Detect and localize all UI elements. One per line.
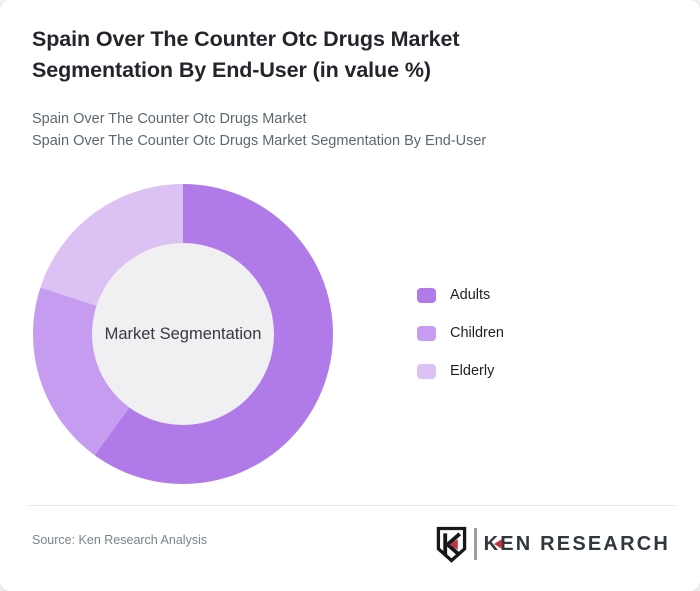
ken-research-logo: K EN RESEARCH: [436, 524, 670, 564]
donut-chart: Market Segmentation: [33, 184, 333, 484]
wordmark-red-triangle-icon: [489, 539, 502, 549]
legend-swatch-children: [417, 326, 436, 341]
logo-k: K: [483, 532, 502, 555]
page-title: Spain Over The Counter Otc Drugs Market …: [32, 27, 460, 82]
legend-label-children: Children: [450, 325, 504, 341]
logo-rest: EN RESEARCH: [500, 532, 670, 555]
ken-research-shield-icon: [436, 526, 467, 563]
subtitle-line-2: Spain Over The Counter Otc Drugs Market …: [32, 132, 487, 149]
legend-swatch-elderly: [417, 364, 436, 379]
legend: Adults Children Elderly: [417, 287, 504, 380]
shield-red-triangle-icon: [449, 538, 458, 550]
donut-center: Market Segmentation: [92, 243, 274, 425]
logo-separator: [474, 528, 477, 560]
legend-item-elderly[interactable]: Elderly: [417, 363, 504, 380]
legend-label-elderly: Elderly: [450, 363, 495, 379]
donut-center-label: Market Segmentation: [104, 324, 262, 343]
source-note: Source: Ken Research Analysis: [32, 533, 208, 547]
legend-swatch-adults: [417, 288, 436, 303]
legend-label-adults: Adults: [450, 287, 491, 303]
chart-subtitles: Spain Over The Counter Otc Drugs Market …: [32, 109, 662, 152]
legend-item-adults[interactable]: Adults: [417, 287, 504, 304]
legend-item-children[interactable]: Children: [417, 325, 504, 342]
logo-wordmark: K EN RESEARCH: [484, 533, 670, 556]
subtitle-line-1: Spain Over The Counter Otc Drugs Market: [32, 111, 307, 127]
footer-divider: [28, 505, 676, 506]
